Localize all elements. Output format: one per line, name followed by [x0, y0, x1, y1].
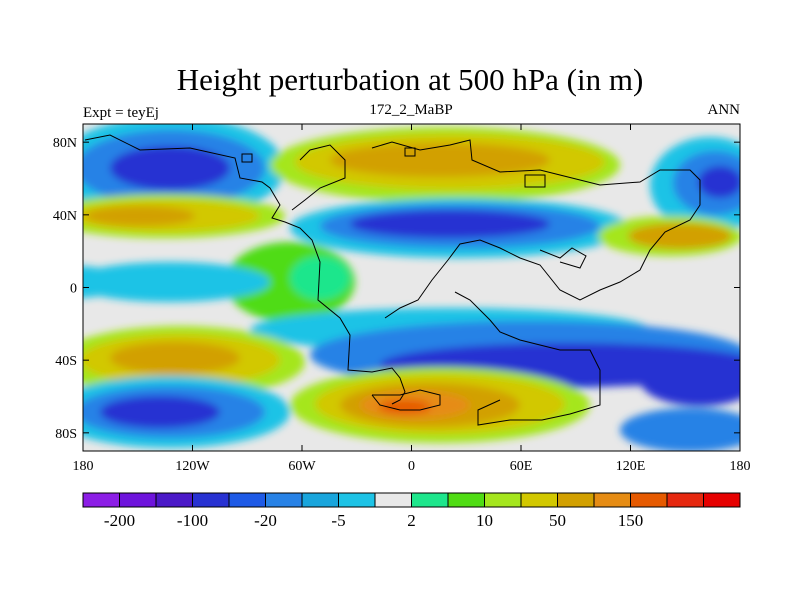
colorbar-box	[119, 492, 157, 508]
colorbar-label: -20	[254, 511, 277, 530]
colorbar-box	[155, 492, 193, 508]
colorbar-label: -200	[104, 511, 135, 530]
colorbar-box	[557, 492, 595, 508]
x-axis: 180 120W 60W 0 60E 120E 180	[73, 124, 751, 474]
y-tick-label: 0	[70, 282, 77, 297]
colorbar-label: -100	[177, 511, 208, 530]
colorbar-box	[447, 492, 485, 508]
colorbar-label: 2	[407, 511, 416, 530]
y-tick-label: 80S	[55, 427, 77, 442]
colorbar-label: -5	[331, 511, 345, 530]
y-tick-label: 40S	[55, 354, 77, 369]
chart-title: Height perturbation at 500 hPa (in m)	[177, 62, 644, 97]
colorbar: -200 -100 -20 -5 2 10 50 150	[82, 492, 741, 530]
season-label: ANN	[708, 102, 741, 118]
colorbar-label: 10	[476, 511, 493, 530]
colorbar-box	[520, 492, 558, 508]
colorbar-box	[484, 492, 522, 508]
colorbar-label: 50	[549, 511, 566, 530]
x-tick-label: 180	[73, 459, 94, 474]
contour-field	[83, 124, 740, 451]
y-tick-label: 40N	[53, 209, 77, 224]
colorbar-label: 150	[618, 511, 644, 530]
colorbar-box	[82, 492, 120, 508]
colorbar-box	[411, 492, 449, 508]
x-tick-label: 180	[730, 459, 751, 474]
colorbar-box	[192, 492, 230, 508]
y-axis: 80N 40N 0 40S 80S	[53, 136, 740, 442]
case-label: 172_2_MaBP	[369, 102, 452, 118]
experiment-label: Expt = teyEj	[83, 105, 159, 121]
colorbar-box	[301, 492, 339, 508]
y-tick-label: 80N	[53, 136, 77, 151]
x-tick-label: 0	[408, 459, 415, 474]
colorbar-box	[265, 492, 303, 508]
colorbar-box	[593, 492, 631, 508]
colorbar-box	[703, 492, 741, 508]
x-tick-label: 60E	[510, 459, 533, 474]
x-tick-label: 120W	[175, 459, 210, 474]
colorbar-box	[228, 492, 266, 508]
colorbar-box	[666, 492, 704, 508]
colorbar-box	[338, 492, 376, 508]
x-tick-label: 120E	[616, 459, 646, 474]
colorbar-box	[630, 492, 668, 508]
x-tick-label: 60W	[288, 459, 316, 474]
colorbar-box	[374, 492, 412, 508]
